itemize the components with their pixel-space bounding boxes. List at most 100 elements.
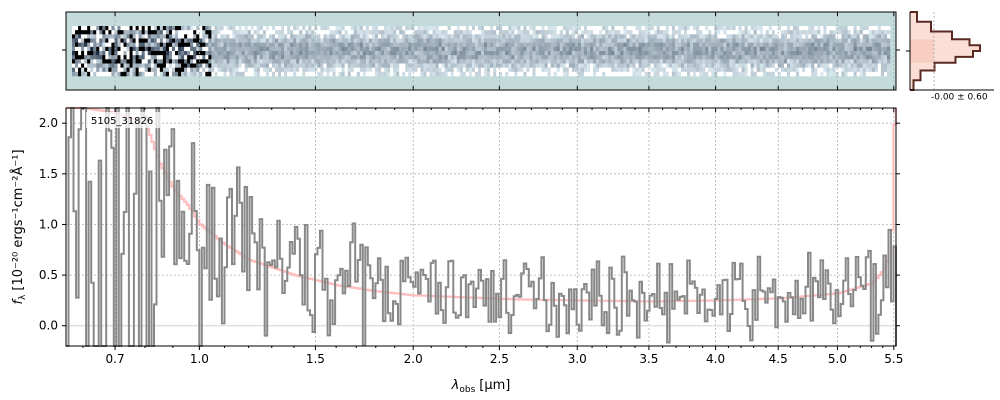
spectrum-2d-pixel (265, 67, 270, 73)
spectrum-2d-pixel (402, 71, 406, 77)
spectrum-2d-pixel (262, 42, 267, 48)
spectrum-2d-pixel (762, 46, 767, 52)
spectrum-2d-pixel (638, 51, 642, 56)
spectrum-2d-pixel (529, 67, 533, 73)
spectrum-2d-pixel (526, 26, 530, 31)
spectrum-2d-pixel (144, 59, 149, 64)
y-tick-label: 0.5 (39, 268, 58, 282)
spectrum-2d-pixel (311, 55, 315, 60)
spectrum-2d-pixel (417, 42, 421, 48)
spectrum-2d-pixel (726, 30, 730, 35)
spectrum-2d-pixel (235, 71, 239, 77)
spectrum-2d-pixel (235, 51, 239, 56)
spectrum-2d-pixel (217, 26, 221, 31)
spectrum-2d-pixel (175, 59, 179, 64)
spectrum-2d-pixel (147, 34, 152, 39)
spectrum-2d-pixel (826, 42, 830, 48)
spectrum-2d-pixel (72, 55, 76, 60)
spectrum-2d-pixel (271, 42, 276, 48)
spectrum-2d-pixel (141, 55, 146, 60)
spectrum-2d-pixel (435, 30, 439, 35)
spectrum-2d-pixel (693, 34, 697, 39)
spectrum-2d-pixel (108, 26, 112, 31)
spectrum-2d-pixel (532, 42, 536, 48)
spectrum-2d-pixel (502, 30, 506, 35)
spectrum-2d-pixel (829, 26, 833, 31)
spectrum-2d-pixel (705, 63, 709, 68)
spectrum-2d-pixel (493, 63, 497, 68)
spectrum-2d-pixel (777, 51, 782, 56)
spectrum-2d-pixel (187, 42, 191, 48)
spectrum-2d-pixel (305, 42, 309, 48)
spectrum-2d-pixel (393, 67, 397, 73)
spectrum-2d-pixel (535, 26, 539, 31)
spectrum-2d-pixel (562, 67, 567, 73)
spectrum-2d-pixel (459, 55, 464, 60)
spectrum-2d-pixel (274, 67, 279, 73)
spectrum-2d-pixel (393, 26, 397, 31)
spectrum-2d-pixel (311, 38, 315, 43)
spectrum-2d-pixel (477, 30, 482, 35)
spectrum-2d-pixel (659, 59, 664, 64)
spectrum-2d-pixel (447, 26, 451, 31)
spectrum-2d-pixel (287, 46, 291, 52)
spectrum-2d-pixel (126, 55, 130, 60)
spectrum-2d-pixel (584, 67, 588, 73)
spectrum-2d-pixel (580, 46, 585, 52)
spectrum-2d-pixel (744, 63, 748, 68)
spectrum-2d-pixel (632, 42, 636, 48)
spectrum-2d-pixel (687, 55, 691, 60)
spectrum-2d-pixel (556, 30, 561, 35)
spectrum-2d-pixel (250, 67, 255, 73)
spectrum-2d-pixel (335, 71, 339, 77)
spectrum-2d-pixel (329, 26, 333, 31)
spectrum-2d-pixel (783, 71, 788, 77)
spectrum-2d-pixel (490, 34, 494, 39)
spectrum-2d-pixel (526, 59, 530, 64)
spectrum-2d-pixel (168, 63, 173, 68)
spectrum-2d-pixel (244, 38, 249, 43)
spectrum-2d-pixel (823, 34, 827, 39)
spectrum-2d-pixel (423, 63, 427, 68)
spectrum-2d-pixel (99, 42, 103, 48)
spectrum-2d-pixel (796, 67, 800, 73)
spectrum-2d-pixel (284, 51, 288, 56)
spectrum-2d-pixel (886, 51, 891, 56)
spectrum-2d-pixel (405, 34, 409, 39)
spectrum-2d-pixel (178, 34, 182, 39)
spectrum-2d-pixel (468, 63, 473, 68)
spectrum-2d-pixel (184, 51, 188, 56)
spectrum-2d-pixel (105, 51, 109, 56)
spectrum-2d-pixel (317, 55, 321, 60)
spectrum-2d-pixel (396, 51, 400, 56)
spectrum-2d-pixel (262, 71, 267, 77)
spectrum-2d-pixel (759, 71, 764, 77)
spectrum-2d-pixel (805, 51, 809, 56)
spectrum-2d-pixel (799, 67, 803, 73)
spectrum-2d-pixel (520, 26, 524, 31)
spectrum-2d-pixel (72, 46, 76, 52)
spectrum-2d-pixel (550, 30, 555, 35)
spectrum-2d-pixel (96, 55, 100, 60)
spectrum-2d-pixel (493, 71, 497, 77)
spectrum-2d-pixel (159, 26, 164, 31)
spectrum-2d-pixel (259, 71, 264, 77)
spectrum-2d-pixel (802, 67, 806, 73)
spectrum-2d-pixel (271, 51, 276, 56)
spectrum-2d-pixel (332, 67, 336, 73)
spectrum-2d-pixel (796, 30, 800, 35)
spectrum-2d-pixel (414, 42, 418, 48)
spectrum-2d-pixel (780, 30, 785, 35)
spectrum-2d-pixel (399, 67, 403, 73)
spectrum-2d-pixel (523, 63, 527, 68)
spectrum-2d-pixel (535, 42, 539, 48)
spectrum-2d-pixel (665, 38, 670, 43)
spectrum-2d-pixel (132, 34, 136, 39)
spectrum-2d-pixel (72, 51, 76, 56)
spectrum-2d-pixel (426, 71, 430, 77)
spectrum-2d-pixel (456, 34, 461, 39)
spectrum-2d-pixel (738, 63, 742, 68)
spectrum-2d-pixel (741, 42, 745, 48)
spectrum-2d-pixel (596, 26, 600, 31)
spectrum-2d-pixel (602, 38, 606, 43)
